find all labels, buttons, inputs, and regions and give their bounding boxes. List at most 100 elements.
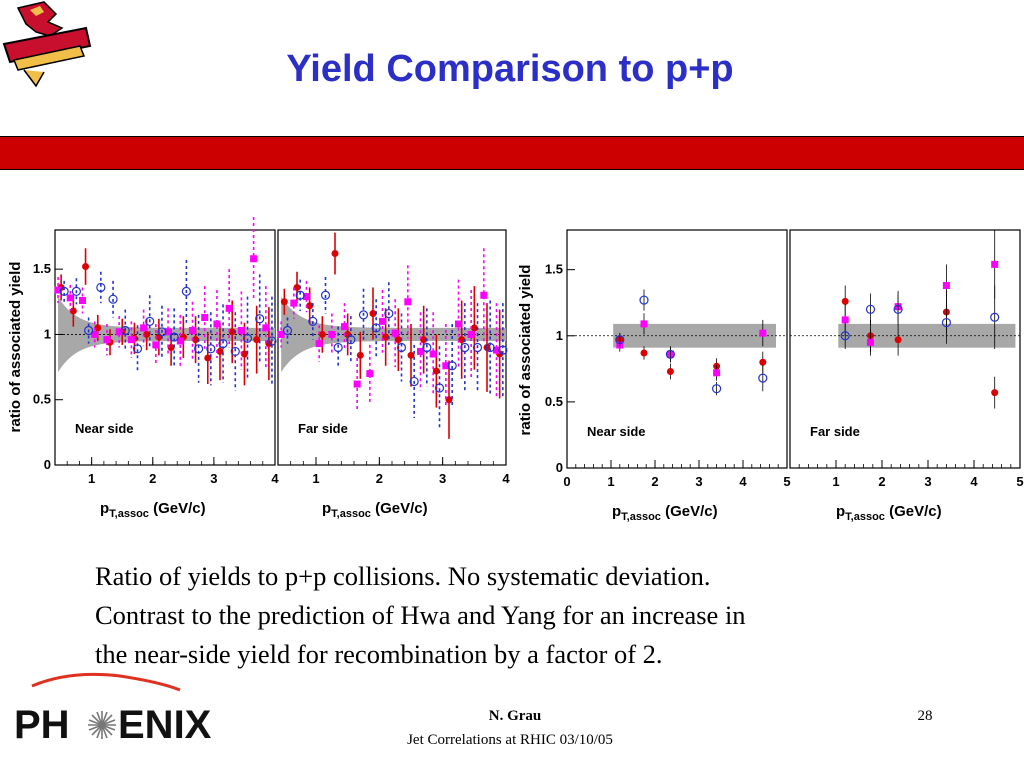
x-tick-label: 4 [739,474,747,489]
data-point-open-circle [840,331,850,341]
data-point-circle [240,350,248,358]
data-point-circle [293,283,301,291]
data-point-square [991,260,999,268]
data-point-open-circle [242,333,253,343]
slide-title: Yield Comparison to p+p [286,48,734,90]
data-point-square [225,304,233,312]
y-tick-label: 0.5 [33,392,51,407]
caption-line: Ratio of yields to p+p collisions. No sy… [95,561,711,591]
data-point-open-circle [711,384,722,394]
data-point-circle [445,396,453,404]
data-point-open-circle [282,325,293,336]
x-tick-label: 5 [1016,474,1023,489]
data-point-circle [894,336,902,344]
data-point-open-circle [865,304,876,314]
x-tick-label: 2 [376,471,383,486]
y-tick-label: 1 [44,326,51,341]
chart-panel: 1 2 3 4 Far side [277,229,510,486]
x-tick-label: 1 [832,474,839,489]
data-point-circle [407,351,415,359]
data-point-square [942,282,950,290]
data-point-open-circle [267,336,277,346]
data-point-square [841,316,849,324]
data-point-square [429,350,437,358]
data-point-circle [382,333,390,341]
data-point-square [759,329,767,337]
data-point-square [189,327,196,335]
x-axis-label-near-left: pT,assoc (GeV/c) [100,500,206,520]
data-point-square [290,299,298,307]
data-point-open-circle [145,316,155,326]
data-point-open-circle [218,338,228,349]
data-point-square [404,298,412,306]
x-tick-label: 2 [878,474,885,489]
data-point-open-circle [409,376,419,387]
data-point-square [79,297,86,304]
data-point-open-circle [639,295,649,305]
data-point-circle [192,336,200,344]
data-point-open-circle [371,323,381,333]
data-point-circle [420,336,428,344]
data-point-square [164,328,172,336]
systematic-band [613,323,776,348]
data-point-open-circle [295,290,305,300]
x-tick-label: 4 [970,474,978,489]
data-point-square [640,320,648,328]
data-point-open-circle [422,342,432,353]
data-point-open-circle [181,286,191,296]
data-point-open-circle [169,332,179,342]
data-point-open-circle [396,342,407,353]
data-point-circle [841,297,849,305]
y-axis-label-right: ratio of associated yield [517,265,534,436]
phenix-logo: PH ENIX [14,672,212,747]
chart-panel: 0 1 2 3 4 5 0 0.5 1 1.5 Near side [545,229,791,489]
chart-panel: 1 2 3 4 5 Far side [789,229,1024,489]
data-point-open-circle [615,335,625,345]
data-point-open-circle [893,304,903,314]
caption: Ratio of yields to p+p collisions. No sy… [95,557,965,674]
data-point-circle [483,344,491,351]
data-point-square [152,341,160,349]
panel-label: Far side [298,421,348,436]
plot-frame [789,229,1021,469]
data-point-open-circle [472,342,483,353]
x-tick-label: 3 [210,471,217,486]
panel-label: Far side [810,424,860,439]
data-point-open-circle [308,316,318,326]
data-point-square [328,330,336,338]
data-point-circle [94,324,102,332]
data-point-circle [216,347,224,355]
data-point-circle [69,307,77,315]
data-point-circle [253,336,261,344]
figure-pi-zero: ratio of associated yield pT,assoc (GeV/… [517,229,1024,523]
data-point-circle [640,349,648,357]
data-point-square [237,327,245,335]
data-point-square [455,320,462,328]
data-point-circle [280,298,288,306]
data-point-circle [432,367,440,375]
footer-author: N. Grau [488,708,542,724]
data-point-square [442,362,450,370]
y-tick-label: 1 [556,328,563,343]
caption-line: the near-side yield for recombination by… [95,639,663,669]
x-tick-label: 1 [312,471,319,486]
svg-text:PH: PH [14,703,70,747]
x-axis-label-far-right: pT,assoc (GeV/c) [836,503,942,523]
data-point-circle [228,328,236,336]
data-point-open-circle [941,317,952,328]
data-point-open-circle [255,314,265,324]
data-point-open-circle [84,325,94,336]
y-axis-label-left: ratio of associated yield [7,262,24,433]
data-point-square [713,369,721,377]
data-point-square [201,313,209,321]
data-point-square [250,255,258,263]
figures: ratio of associated yield pT,assoc (GeV/… [7,216,1024,523]
data-point-circle [666,367,674,375]
x-tick-label: 2 [651,474,658,489]
y-tick-label: 0 [556,460,563,475]
data-point-square [867,338,874,346]
data-point-circle [143,330,151,338]
data-point-open-circle [447,361,457,371]
data-point-circle [991,389,999,397]
data-point-square [353,380,361,388]
